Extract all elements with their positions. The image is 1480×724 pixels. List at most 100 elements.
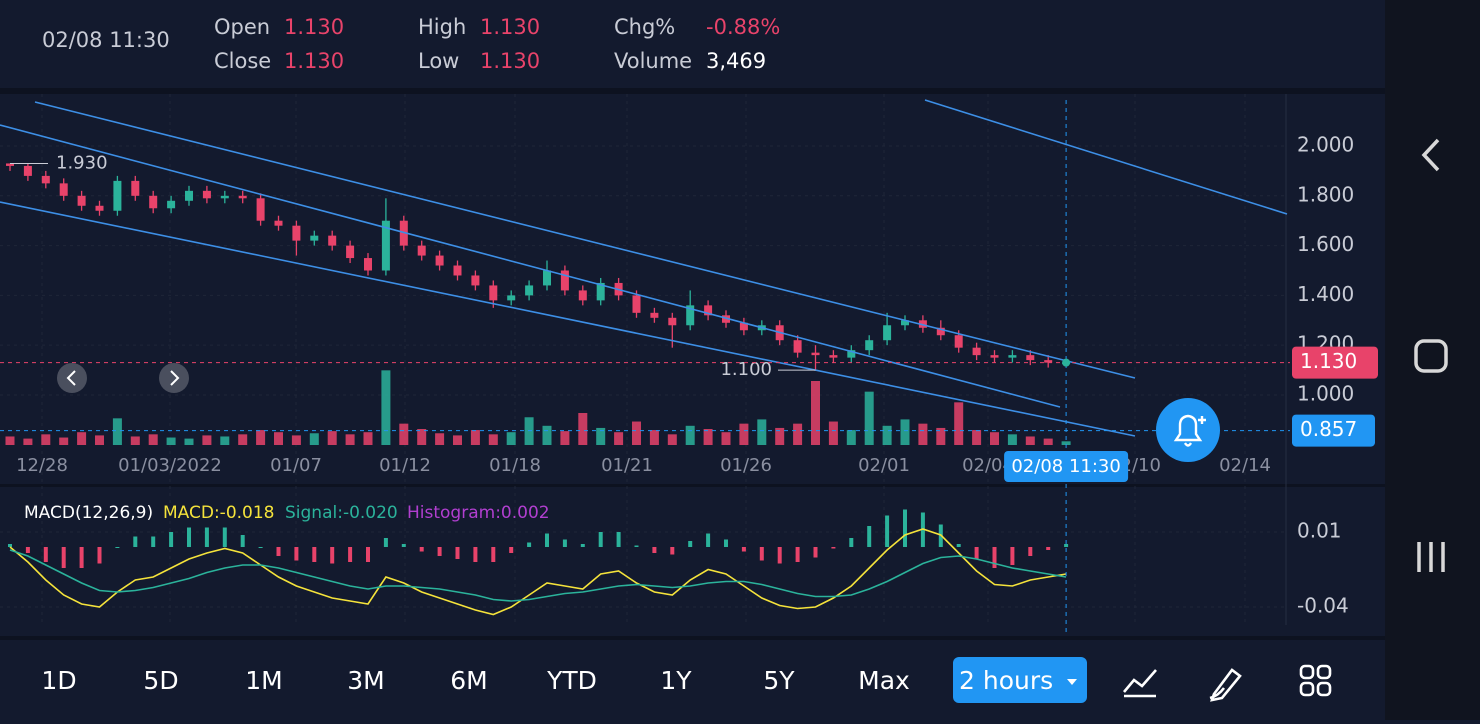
candle-body xyxy=(990,355,999,358)
macd-legend: Signal:-0.020 xyxy=(285,503,398,523)
candle-body xyxy=(256,198,265,221)
home-button[interactable] xyxy=(1414,339,1448,373)
x-tick-label: 01/18 xyxy=(489,455,541,476)
volume-bar xyxy=(345,434,355,445)
trend-lines xyxy=(0,99,1288,437)
volume-bar xyxy=(112,418,122,445)
volume-bar xyxy=(1007,434,1017,445)
volume-bar xyxy=(1061,441,1071,445)
last-point xyxy=(1062,358,1071,367)
histogram-bar xyxy=(885,515,890,547)
volume-bar xyxy=(632,421,641,445)
icon xyxy=(170,370,180,386)
range-button[interactable]: 6M xyxy=(450,666,487,695)
volume-bar xyxy=(560,431,570,445)
candle-body xyxy=(77,195,86,206)
volume-bar xyxy=(95,435,104,445)
volume-bar xyxy=(417,429,427,445)
field-label: Close xyxy=(214,49,271,73)
volume-bar xyxy=(435,433,445,445)
draw-button[interactable] xyxy=(1209,668,1242,702)
interval-label: 2 hours xyxy=(959,666,1053,695)
scroll-right[interactable] xyxy=(159,363,189,393)
scroll-left[interactable] xyxy=(57,363,87,393)
candle-body xyxy=(793,340,802,353)
histogram-bar xyxy=(1064,544,1069,547)
volume-bar xyxy=(309,433,319,445)
histogram-bar xyxy=(169,532,174,547)
histogram-bar xyxy=(115,547,120,548)
range-button[interactable]: YTD xyxy=(546,666,597,695)
macd-line xyxy=(9,528,1067,616)
candle-body xyxy=(292,225,301,241)
volume-bar xyxy=(41,434,51,445)
range-button[interactable]: 1M xyxy=(245,666,282,695)
candle-body xyxy=(650,312,659,318)
volume-bar xyxy=(274,432,283,445)
macd-legend: Histogram:0.002 xyxy=(407,503,550,523)
histogram-bar xyxy=(706,533,711,547)
range-button[interactable]: 1Y xyxy=(660,666,692,695)
volume-bar xyxy=(130,436,140,445)
volume-bar xyxy=(184,438,194,445)
volume-bar xyxy=(614,432,624,445)
candle-body xyxy=(453,265,462,276)
histogram-bar xyxy=(133,536,138,547)
volume-bar xyxy=(578,413,588,445)
volume-bar xyxy=(291,435,301,445)
indicator-button[interactable] xyxy=(1123,669,1157,698)
range-button[interactable]: 5Y xyxy=(763,666,795,695)
histogram-bar xyxy=(849,538,854,547)
histogram-bar xyxy=(419,547,424,552)
time-tag-box xyxy=(1004,451,1129,482)
candle-body xyxy=(972,347,981,356)
volume-bar xyxy=(972,430,982,445)
candle-body xyxy=(525,285,534,296)
volume-bar xyxy=(166,437,176,445)
macd-title: MACD(12,26,9) xyxy=(24,503,153,523)
histogram-bar xyxy=(813,547,818,558)
header-datetime: 02/08 11:30 xyxy=(42,28,170,52)
layout-button[interactable] xyxy=(1299,664,1332,697)
candle-body xyxy=(238,195,247,199)
trend-line xyxy=(0,201,1136,437)
candle-body xyxy=(739,322,748,331)
candle-body xyxy=(936,327,945,336)
field-value: 1.130 xyxy=(284,15,344,39)
field-label: Chg% xyxy=(614,15,675,39)
range-button[interactable]: 3M xyxy=(347,666,384,695)
histogram-bar xyxy=(527,542,532,547)
candle-body xyxy=(578,290,587,301)
range-button[interactable]: 5D xyxy=(143,666,178,695)
candle-body xyxy=(489,285,498,301)
field-label: Low xyxy=(418,49,459,73)
back-button[interactable] xyxy=(1421,138,1440,172)
histogram-bar xyxy=(652,547,657,553)
candle-body xyxy=(632,295,641,313)
candle-body xyxy=(435,255,444,266)
candle-body xyxy=(1044,360,1053,363)
volume-bar xyxy=(5,436,15,445)
volume-bar xyxy=(453,435,462,445)
volume-bar xyxy=(256,430,266,445)
interval-button[interactable] xyxy=(953,657,1087,703)
histogram-bar xyxy=(509,547,514,553)
volume-bar xyxy=(59,437,69,445)
price-tag: 1.130 xyxy=(1300,349,1357,373)
x-tick-label: 12/28 xyxy=(16,455,68,476)
recents-button[interactable] xyxy=(1417,542,1445,572)
histogram-bar xyxy=(724,539,728,547)
range-button[interactable]: Max xyxy=(858,666,910,695)
range-button[interactable]: 1D xyxy=(41,666,76,695)
trend-line xyxy=(924,99,1288,215)
candle-body xyxy=(149,195,158,209)
histogram-bar xyxy=(634,545,639,547)
histogram-bar xyxy=(1010,547,1015,565)
field-label: High xyxy=(418,15,466,39)
volume-bar xyxy=(846,430,856,445)
alert-button[interactable] xyxy=(1156,398,1220,462)
dropdown-icon xyxy=(1067,679,1077,685)
x-tick-label: 02/04 xyxy=(962,455,1014,476)
